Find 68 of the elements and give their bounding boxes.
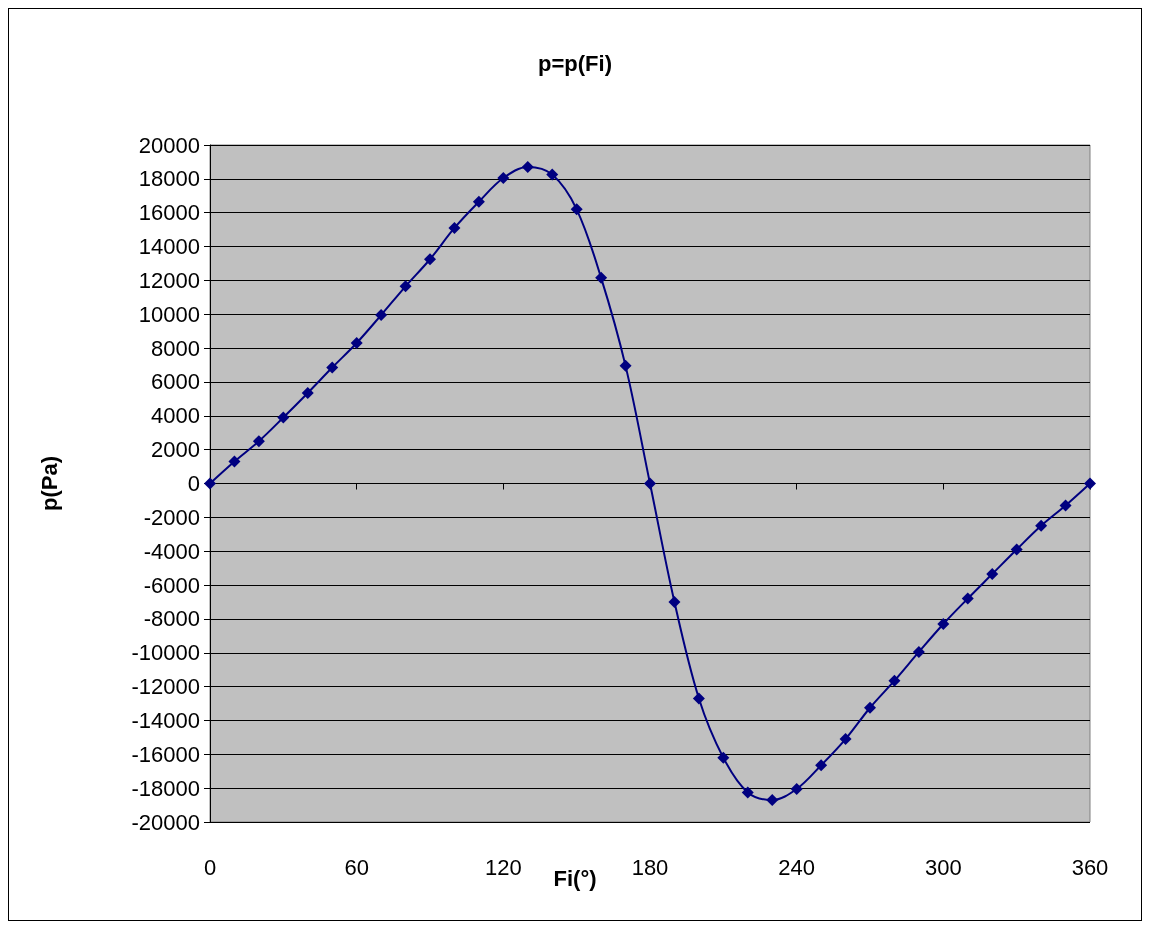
point bbox=[692, 692, 705, 705]
point bbox=[375, 309, 388, 322]
point bbox=[839, 733, 852, 746]
point bbox=[1084, 477, 1096, 490]
point bbox=[521, 161, 534, 173]
y-axis-title: p(Pa) bbox=[36, 456, 62, 511]
x-tick-label: 60 bbox=[344, 854, 369, 880]
x-tick-label: 240 bbox=[778, 854, 816, 880]
point bbox=[424, 253, 436, 266]
point bbox=[644, 477, 656, 490]
point bbox=[668, 595, 681, 608]
point bbox=[228, 455, 241, 468]
point bbox=[1059, 499, 1072, 512]
y-tick-label: -6000 bbox=[143, 572, 200, 598]
y-tick-label: 2000 bbox=[151, 437, 200, 463]
point bbox=[937, 617, 950, 630]
point bbox=[790, 783, 803, 795]
y-tick-label: -10000 bbox=[131, 640, 200, 666]
point bbox=[961, 592, 974, 605]
point bbox=[1010, 543, 1023, 556]
point bbox=[864, 701, 876, 714]
y-tick-label: -14000 bbox=[131, 707, 200, 733]
point bbox=[888, 674, 901, 687]
x-tick-label: 180 bbox=[631, 854, 669, 880]
point bbox=[399, 280, 412, 293]
y-tick-label: 16000 bbox=[138, 200, 200, 226]
point bbox=[350, 337, 363, 350]
x-tick-label: 120 bbox=[484, 854, 522, 880]
point bbox=[595, 271, 608, 284]
point bbox=[326, 361, 339, 374]
y-tick-label: 4000 bbox=[151, 403, 200, 429]
y-tick-label: -16000 bbox=[131, 741, 200, 767]
point bbox=[986, 568, 999, 581]
chart-title: p=p(Fi) bbox=[538, 50, 612, 76]
point bbox=[497, 172, 510, 184]
point bbox=[619, 359, 632, 372]
point bbox=[277, 411, 290, 424]
x-axis-title: Fi(°) bbox=[553, 865, 597, 891]
point bbox=[815, 759, 828, 772]
point bbox=[766, 794, 779, 806]
point bbox=[546, 168, 559, 181]
y-tick-label: 0 bbox=[187, 471, 200, 496]
point bbox=[301, 386, 314, 399]
point bbox=[741, 786, 754, 799]
y-tick-label: -12000 bbox=[131, 674, 200, 700]
point bbox=[912, 645, 925, 658]
x-tick-label: 360 bbox=[1071, 854, 1109, 880]
point bbox=[472, 195, 485, 208]
y-tick-label: -2000 bbox=[143, 504, 200, 530]
point bbox=[717, 751, 730, 764]
y-tick-label: 6000 bbox=[151, 369, 200, 395]
x-tick-label: 300 bbox=[924, 854, 962, 880]
y-tick-label: 12000 bbox=[138, 267, 200, 293]
point bbox=[1035, 519, 1048, 532]
point bbox=[204, 477, 216, 490]
y-tick-label: 18000 bbox=[138, 166, 200, 192]
point bbox=[570, 203, 583, 216]
y-tick-label: 20000 bbox=[138, 132, 200, 158]
y-tick-label: -4000 bbox=[143, 538, 200, 564]
point bbox=[448, 221, 461, 234]
y-tick-label: 10000 bbox=[138, 301, 200, 327]
y-tick-label: -18000 bbox=[131, 775, 200, 801]
y-tick-label: -20000 bbox=[131, 809, 200, 835]
y-tick-label: -8000 bbox=[143, 606, 200, 632]
x-tick-label: 0 bbox=[203, 854, 217, 880]
y-tick-label: 8000 bbox=[151, 335, 200, 361]
y-tick-label: 14000 bbox=[138, 234, 200, 260]
point bbox=[252, 435, 265, 448]
